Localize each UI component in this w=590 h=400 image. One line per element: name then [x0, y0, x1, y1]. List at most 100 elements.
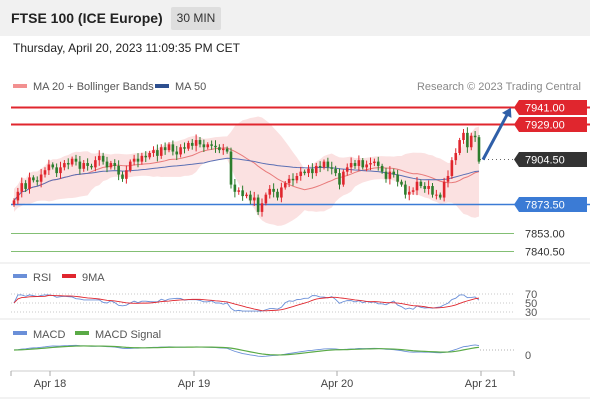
level-tag-0: 7941.00 [514, 100, 587, 115]
bollinger-band-area [14, 116, 479, 226]
candle [59, 161, 62, 179]
candle-body [349, 163, 353, 168]
candle-body [59, 167, 62, 174]
candle-body [373, 161, 376, 164]
candle [55, 163, 58, 177]
candle-body [43, 170, 47, 175]
candle-body [24, 183, 27, 189]
candle [404, 180, 407, 199]
candle [264, 192, 268, 206]
candle-body [361, 160, 365, 168]
candle [268, 185, 272, 199]
candle-body [32, 177, 35, 181]
candle [233, 178, 237, 198]
candle [423, 182, 427, 193]
timestamp: Thursday, April 20, 2023 11:09:35 PM CET [13, 41, 241, 55]
candle-body [268, 188, 272, 195]
candle [252, 191, 256, 207]
candle [419, 179, 423, 189]
candle-body [78, 161, 82, 169]
rsi-tick-1: 50 [525, 298, 537, 310]
candle-body [396, 174, 399, 182]
candle [117, 160, 120, 181]
candle [318, 161, 322, 173]
candle [272, 183, 275, 198]
candle-body [202, 144, 206, 148]
candle [380, 163, 384, 174]
macd-signal-legend-swatch [75, 331, 89, 335]
candle-body [66, 163, 70, 165]
candle-body [299, 171, 303, 176]
candle-body [132, 158, 136, 162]
candle-body [427, 186, 430, 189]
candle-body [117, 165, 120, 175]
candle-body [462, 132, 465, 141]
candle-body [287, 178, 291, 184]
candle [210, 140, 213, 150]
candle [280, 182, 283, 203]
candle-body [307, 168, 310, 174]
candle-body [97, 155, 101, 161]
macd-signal-legend-label: MACD Signal [95, 329, 161, 341]
candle [438, 192, 442, 200]
candle-body [415, 181, 419, 191]
forecast-arrow-head [502, 107, 512, 118]
candle-body [28, 177, 31, 189]
candle [469, 132, 473, 151]
candle-body [450, 160, 454, 176]
candle-body [245, 194, 248, 197]
candle-body [47, 164, 51, 171]
candle [187, 140, 190, 151]
candle-body [113, 163, 117, 166]
candle [342, 169, 345, 187]
candle [70, 156, 74, 167]
candle [171, 140, 175, 156]
candle-body [20, 183, 24, 192]
candle-body [384, 171, 388, 179]
x-axis-ticks: Apr 18 Apr 19 Apr 20 Apr 21 [10, 371, 515, 390]
candle [427, 180, 430, 195]
candle [140, 152, 144, 165]
level-tag-bg-1 [514, 117, 587, 132]
level-label-4: 7853.00 [525, 229, 565, 241]
candle [156, 144, 159, 162]
rsi-9ma-legend-swatch [62, 274, 76, 278]
candle [175, 145, 179, 161]
candle [39, 168, 43, 188]
candle [202, 139, 206, 152]
level-tag-bg-3 [514, 197, 587, 212]
candle [167, 142, 171, 153]
candle [94, 156, 97, 172]
candle [32, 175, 35, 183]
candle [144, 151, 148, 163]
candle [35, 176, 39, 186]
candle-body [39, 174, 43, 182]
timeframe-badge[interactable]: 30 MIN [171, 7, 221, 30]
candle [78, 156, 82, 175]
candle-body [330, 167, 334, 169]
level-labels: 7941.00 7929.00 7904.50 7873.50 7853.00 7840.… [514, 100, 587, 259]
candle-body [458, 140, 461, 153]
candle [101, 152, 105, 165]
bollinger-bands [14, 116, 479, 226]
candle [136, 153, 140, 168]
candle [218, 144, 221, 154]
candle [28, 172, 31, 194]
candle [361, 158, 365, 170]
candle-body [435, 194, 438, 196]
moving-averages [13, 147, 480, 201]
candle [446, 170, 450, 188]
candle [125, 165, 128, 184]
level-label-3: 7873.50 [525, 200, 565, 212]
candle-body [163, 147, 167, 151]
candle-body [322, 161, 326, 168]
candle-body [264, 194, 268, 204]
candle [477, 135, 481, 164]
macd-panel: 0 [13, 344, 531, 362]
candle [338, 168, 341, 190]
candle-body [225, 148, 229, 152]
candle-body [477, 137, 481, 162]
candle-body [442, 181, 446, 198]
candle [473, 130, 477, 142]
candle [400, 179, 403, 187]
